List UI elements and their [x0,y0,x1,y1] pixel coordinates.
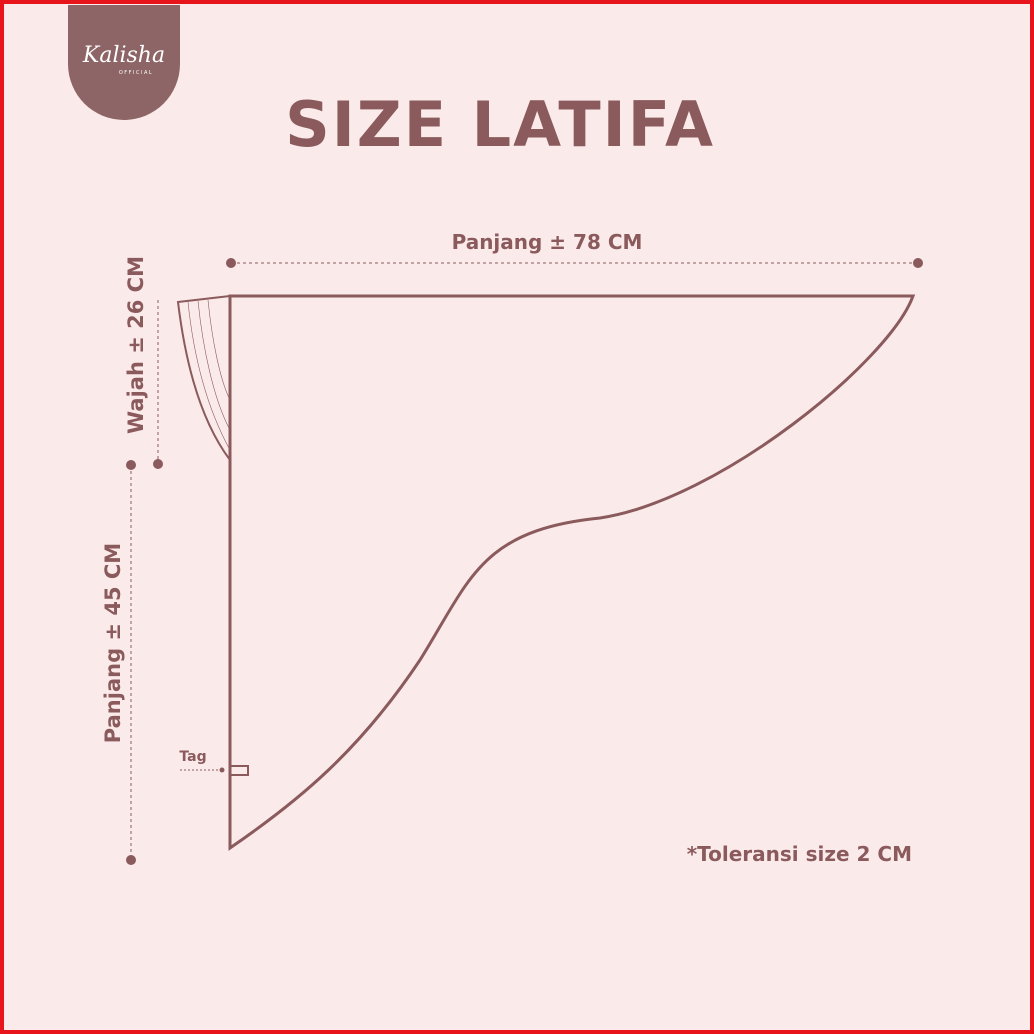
dimension-lines [126,258,923,865]
shawl-outline [176,294,916,851]
length-label: Panjang ± 45 CM [101,543,125,743]
brand-name: Kalisha [82,43,165,68]
brand-tagline: OFFICIAL [119,70,153,76]
title: SIZE LATIFA [285,88,715,161]
tag-label: Tag [179,749,206,765]
face-label: Wajah ± 26 CM [124,256,148,434]
logo-tab [68,5,180,120]
width-label: Panjang ± 78 CM [452,230,643,254]
tolerance-note: *Toleransi size 2 CM [687,842,912,866]
